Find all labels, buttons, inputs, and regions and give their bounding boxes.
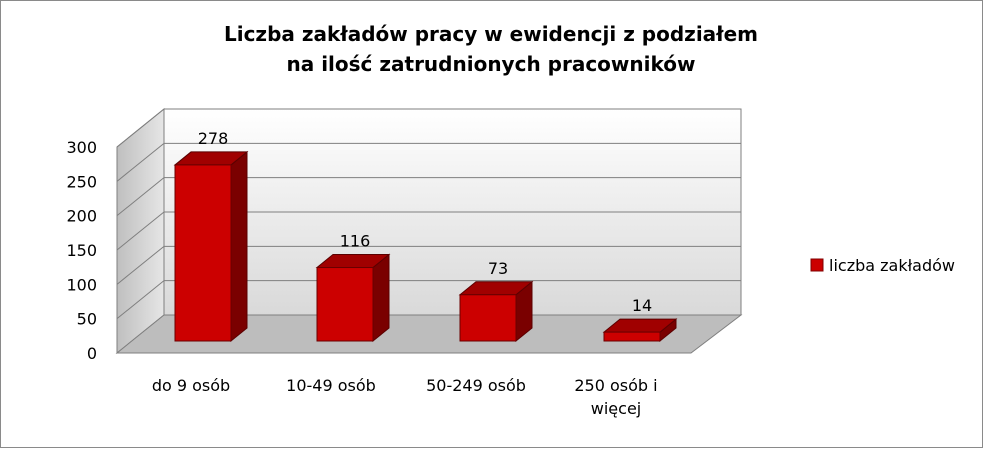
chart-title-line-1: Liczba zakładów pracy w ewidencji z podz…	[224, 22, 758, 46]
bar-side-face	[372, 253, 390, 343]
y-tick-label: 250	[66, 172, 97, 191]
bar	[602, 318, 678, 343]
gridline	[116, 211, 741, 251]
gridline	[116, 142, 741, 182]
data-label: 73	[488, 259, 508, 278]
y-tick-label: 100	[66, 275, 97, 294]
gridline	[116, 177, 741, 217]
x-axis: do 9 osób 10-49 osób 50-249 osób 250 osób i…	[152, 376, 658, 418]
bars	[173, 150, 678, 343]
data-label: 278	[198, 129, 229, 148]
y-axis: 0 50 100 150 200 250 300	[66, 138, 97, 363]
y-tick-label: 200	[66, 207, 97, 226]
gridlines	[116, 108, 741, 320]
bar	[315, 253, 391, 343]
bar-side-face	[230, 150, 248, 343]
chart-floor	[115, 314, 743, 354]
legend-swatch	[810, 258, 824, 272]
legend: liczba zakładów	[810, 256, 955, 275]
gridline	[116, 280, 741, 320]
x-tick-label: 50-249 osób	[426, 376, 526, 395]
bar	[173, 150, 249, 343]
chart-title: Liczba zakładów pracy w ewidencji z podz…	[224, 22, 758, 76]
data-label: 14	[632, 296, 652, 315]
y-tick-label: 50	[77, 310, 97, 329]
bar	[458, 280, 534, 343]
chart-title-line-2: na ilość zatrudnionych pracowników	[287, 52, 696, 76]
y-tick-label: 300	[66, 138, 97, 157]
data-labels: 278 116 73 14	[198, 129, 652, 315]
x-tick-label: 250 osób i	[574, 376, 657, 395]
gridline	[116, 108, 741, 148]
legend-label: liczba zakładów	[829, 256, 955, 275]
data-label: 116	[340, 232, 371, 251]
x-tick-label: do 9 osób	[152, 376, 230, 395]
x-tick-label: 10-49 osób	[286, 376, 376, 395]
bar-front-face	[603, 331, 661, 342]
y-tick-label: 0	[87, 344, 97, 363]
gridline	[116, 245, 741, 285]
x-tick-label: więcej	[591, 399, 641, 418]
bar-front-face	[459, 294, 517, 342]
bar-front-face	[316, 267, 374, 342]
y-tick-label: 150	[66, 241, 97, 260]
bar-front-face	[174, 164, 232, 342]
